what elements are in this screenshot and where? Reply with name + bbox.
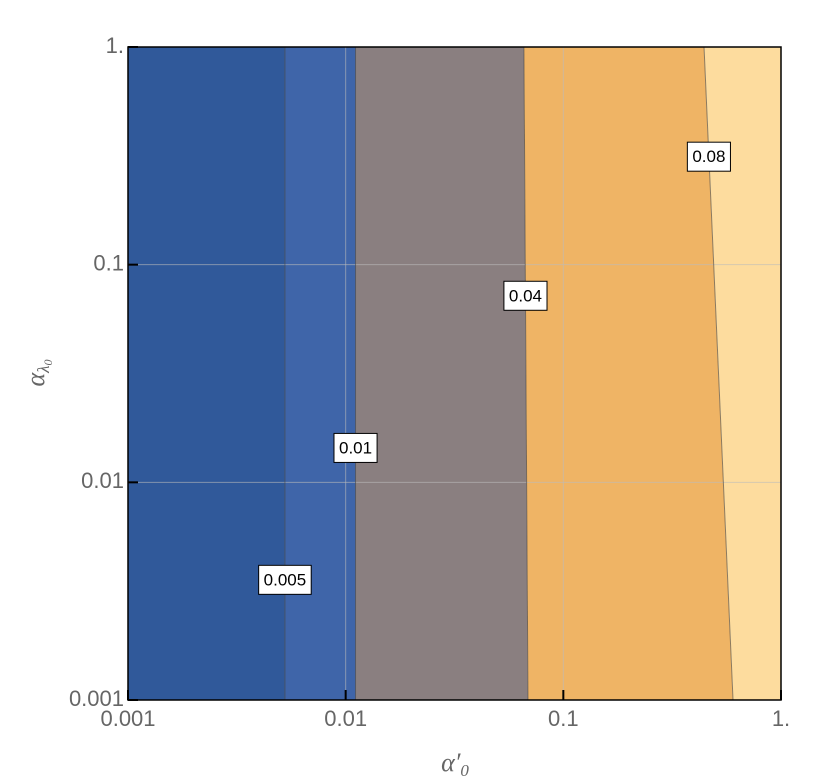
contour-label-box bbox=[333, 432, 378, 463]
y-label-main: α bbox=[21, 372, 50, 387]
contour-label: 0.04 bbox=[509, 286, 542, 305]
contour-label: 0.005 bbox=[264, 570, 307, 589]
y-tick-label: 0.001 bbox=[69, 686, 124, 711]
x-axis-label: α′0 bbox=[441, 748, 469, 780]
region bbox=[704, 47, 781, 700]
y-axis-label: αλ0 bbox=[21, 359, 55, 386]
x-label-sub: 0 bbox=[460, 761, 469, 780]
contour-label-box bbox=[503, 280, 548, 311]
contour-label-box bbox=[686, 141, 731, 172]
x-tick-label: 0.001 bbox=[100, 706, 155, 731]
region bbox=[355, 47, 528, 700]
x-tick-label: 0.01 bbox=[324, 706, 367, 731]
plot bbox=[127, 46, 782, 701]
y-tick-label: 0.01 bbox=[81, 468, 124, 493]
x-tick-label: 1. bbox=[772, 706, 790, 731]
x-tick-label: 0.1 bbox=[548, 706, 579, 731]
plot-frame bbox=[127, 46, 782, 701]
y-tick-label: 0.1 bbox=[93, 250, 124, 275]
region bbox=[128, 47, 285, 700]
region bbox=[523, 47, 734, 700]
x-label-main: α′ bbox=[441, 748, 461, 777]
contour-label: 0.01 bbox=[339, 438, 372, 457]
y-label-sub: λ bbox=[34, 365, 53, 373]
region bbox=[284, 47, 356, 700]
contour-label: 0.08 bbox=[692, 147, 725, 166]
y-label-subsub: 0 bbox=[41, 359, 55, 365]
contour-line bbox=[523, 46, 529, 701]
y-tick-label: 1. bbox=[106, 33, 124, 58]
contour-label-box bbox=[258, 564, 312, 595]
